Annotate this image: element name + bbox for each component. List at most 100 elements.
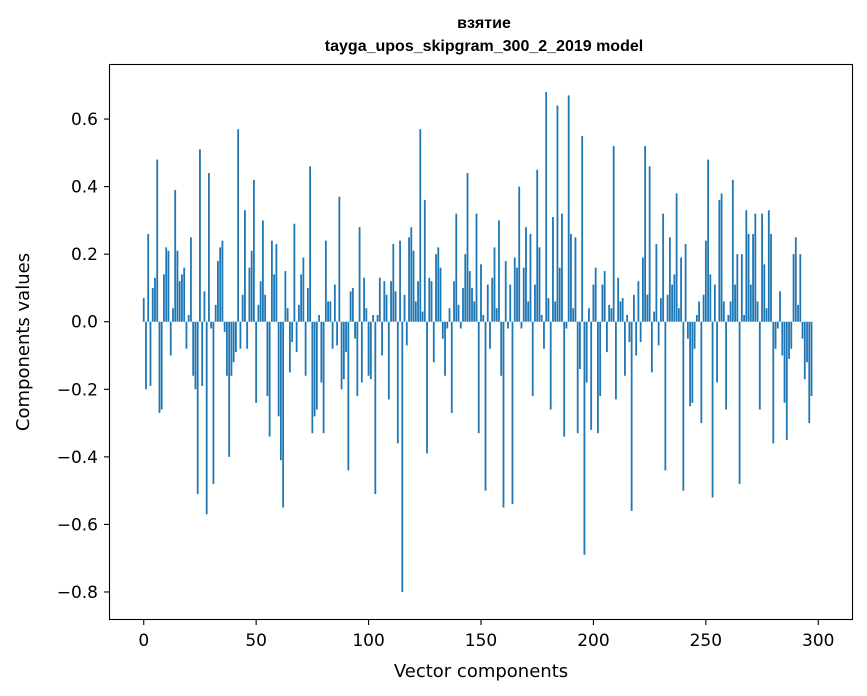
bar-55 (266, 321, 269, 397)
bar-282 (776, 321, 779, 329)
bar-95 (356, 321, 359, 397)
bar-9 (163, 274, 165, 322)
bar-50 (255, 321, 258, 403)
bar-72 (304, 321, 307, 376)
bar-181 (549, 321, 552, 410)
bar-226 (650, 321, 653, 373)
bar-70 (300, 274, 303, 322)
bar-110 (390, 281, 392, 322)
bar-4 (151, 287, 154, 322)
bar-250 (704, 240, 707, 322)
bar-92 (349, 291, 352, 322)
bar-59 (275, 244, 278, 322)
bar-160 (502, 321, 505, 508)
bar-193 (576, 321, 579, 434)
bar-63 (284, 271, 287, 322)
bar-109 (387, 321, 390, 400)
bar-277 (765, 308, 768, 322)
bar-285 (783, 321, 786, 403)
bar-42 (237, 129, 240, 322)
bar-156 (493, 247, 496, 322)
bar-142 (462, 287, 464, 322)
bar-196 (583, 321, 586, 555)
bar-49 (253, 179, 255, 322)
bar-258 (722, 301, 725, 322)
bar-96 (358, 227, 361, 322)
bar-205 (603, 271, 606, 322)
bar-241 (684, 244, 687, 322)
bar-166 (516, 267, 518, 322)
bar-126 (426, 321, 428, 454)
bar-168 (520, 321, 523, 329)
bar-150 (480, 264, 482, 322)
bar-102 (372, 314, 374, 322)
bar-200 (592, 284, 595, 322)
bar-13 (172, 308, 174, 322)
bar-187 (563, 321, 566, 437)
bar-286 (785, 321, 788, 440)
bar-56 (268, 321, 271, 437)
bar-230 (659, 298, 662, 322)
bar-121 (414, 301, 417, 322)
bars-group (142, 92, 813, 592)
bar-211 (617, 277, 620, 322)
bar-62 (282, 321, 285, 508)
bar-158 (498, 220, 500, 322)
bar-161 (504, 260, 507, 322)
bar-94 (354, 321, 356, 339)
bar-236 (673, 274, 676, 322)
bar-135 (446, 321, 449, 329)
bar-278 (767, 210, 770, 322)
bar-212 (619, 301, 622, 322)
bar-295 (806, 321, 808, 363)
bar-257 (720, 193, 723, 322)
bar-104 (376, 314, 379, 322)
bar-251 (707, 159, 709, 322)
bar-106 (381, 321, 383, 356)
bar-24 (196, 321, 199, 495)
bar-132 (439, 267, 442, 322)
y-tick-label: 0.4 (71, 178, 98, 198)
bar-107 (383, 281, 386, 322)
y-axis-ticks: −0.8 −0.6 −0.4 −0.2 0.0 0.2 0.4 0.6 (57, 110, 110, 603)
bar-208 (610, 308, 613, 322)
bar-116 (403, 294, 406, 322)
bar-45 (244, 210, 246, 322)
bar-170 (525, 227, 527, 322)
bar-32 (214, 304, 217, 322)
bar-81 (324, 240, 327, 322)
bar-267 (743, 314, 745, 322)
bar-90 (345, 321, 347, 353)
bar-39 (230, 321, 233, 376)
bar-47 (248, 267, 251, 322)
bar-247 (698, 301, 700, 322)
bar-19 (185, 321, 188, 349)
bar-30 (210, 321, 213, 329)
bar-223 (644, 146, 647, 322)
y-tick-label: −0.8 (57, 583, 98, 603)
bar-256 (718, 200, 721, 322)
bar-195 (581, 135, 584, 322)
bar-11 (167, 250, 170, 322)
bar-89 (342, 321, 345, 380)
bar-16 (178, 281, 181, 322)
bar-146 (471, 287, 473, 322)
bar-144 (466, 173, 469, 322)
bar-26 (201, 321, 204, 386)
bar-279 (770, 233, 772, 322)
bar-220 (637, 281, 640, 322)
bar-242 (686, 321, 689, 339)
bar-68 (295, 321, 298, 353)
bar-86 (336, 321, 338, 346)
bar-79 (320, 321, 323, 383)
bar-188 (565, 321, 568, 329)
bar-290 (794, 237, 797, 322)
bar-273 (756, 301, 759, 322)
bar-5 (154, 277, 156, 322)
bar-73 (306, 287, 309, 322)
bar-98 (363, 277, 365, 322)
bar-283 (779, 291, 781, 322)
bar-54 (264, 294, 267, 322)
bar-269 (747, 233, 750, 322)
bar-198 (588, 308, 590, 322)
